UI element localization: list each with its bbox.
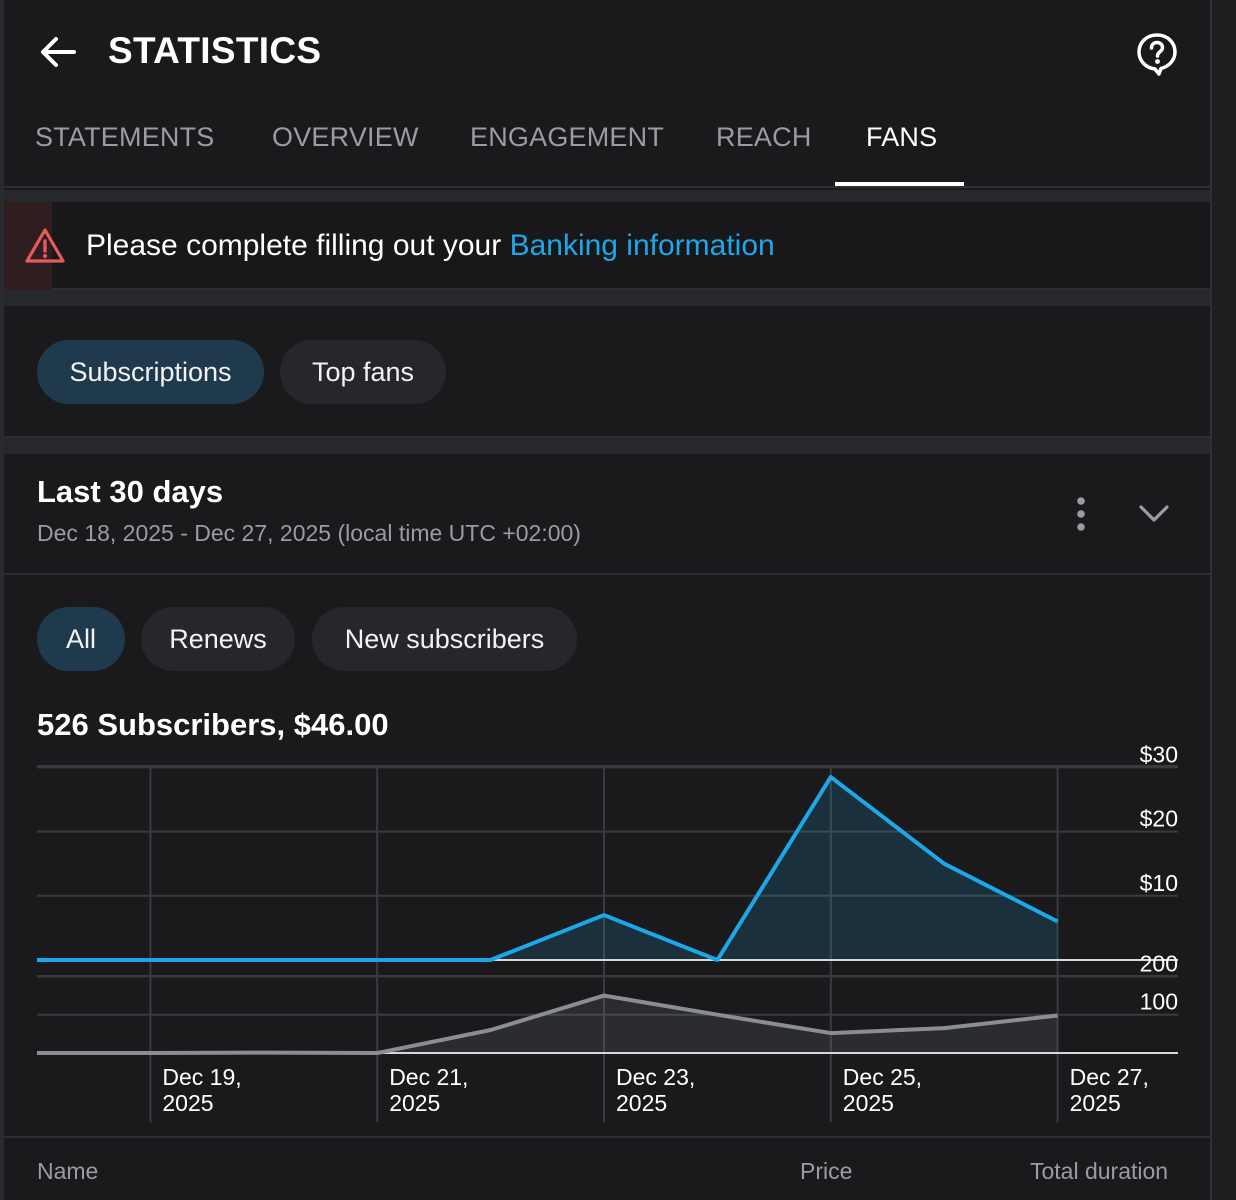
active-tab-indicator <box>835 182 964 186</box>
tab-overview[interactable]: OVERVIEW <box>272 122 419 152</box>
divider <box>4 436 1210 454</box>
y-tick-label: 200 <box>1140 950 1178 976</box>
y-tick-label: $30 <box>1140 741 1178 767</box>
column-total-duration[interactable]: Total duration <box>1030 1158 1169 1184</box>
expand-button[interactable] <box>1134 496 1174 530</box>
tab-fans[interactable]: FANS <box>866 122 938 152</box>
filter-all[interactable]: All <box>37 607 125 671</box>
help-button[interactable] <box>1132 28 1182 78</box>
x-tick-label: Dec 27, <box>1070 1064 1149 1090</box>
period-title: Last 30 days <box>37 474 224 509</box>
warning-triangle-icon <box>25 228 65 263</box>
y-tick-label: $10 <box>1140 870 1178 896</box>
x-tick-label: 2025 <box>616 1090 667 1116</box>
banner-message: Please complete filling out your Banking… <box>86 229 775 263</box>
banking-alert-banner: Please complete filling out your Banking… <box>4 202 1210 290</box>
top-fans-toggle[interactable]: Top fans <box>280 340 446 404</box>
more-options-button[interactable] <box>1066 494 1096 534</box>
chevron-down-icon <box>1139 505 1169 522</box>
x-tick-label: Dec 19, <box>162 1064 241 1090</box>
arrow-left-icon <box>41 37 76 67</box>
page-title: STATISTICS <box>108 30 322 71</box>
x-tick-label: 2025 <box>389 1090 440 1116</box>
filter-new-subscribers[interactable]: New subscribers <box>312 607 577 671</box>
side-strip <box>1212 0 1236 1200</box>
x-tick-label: Dec 21, <box>389 1064 468 1090</box>
y-tick-label: 100 <box>1140 989 1178 1015</box>
top-bar: STATISTICS <box>4 0 1210 104</box>
tab-bar: STATEMENTS OVERVIEW ENGAGEMENT REACH FAN… <box>4 104 1210 188</box>
divider <box>4 573 1210 575</box>
divider <box>4 1136 1210 1138</box>
column-price[interactable]: Price <box>800 1158 853 1184</box>
subscribers-summary: 526 Subscribers, $46.00 <box>37 707 389 742</box>
question-bubble-icon <box>1137 33 1177 76</box>
y-tick-label: $20 <box>1140 806 1178 832</box>
series-area <box>37 995 1058 1053</box>
more-vertical-icon <box>1077 497 1085 531</box>
column-name[interactable]: Name <box>37 1158 99 1184</box>
period-range: Dec 18, 2025 - Dec 27, 2025 (local time … <box>37 520 581 546</box>
series-line <box>37 775 1059 962</box>
subscriptions-toggle[interactable]: Subscriptions <box>37 340 264 404</box>
series-area <box>37 777 1058 960</box>
divider <box>4 290 1210 306</box>
x-tick-label: 2025 <box>162 1090 213 1116</box>
divider <box>4 190 1210 202</box>
tab-statements[interactable]: STATEMENTS <box>35 122 215 152</box>
x-tick-label: Dec 23, <box>616 1064 695 1090</box>
tab-reach[interactable]: REACH <box>716 122 812 152</box>
filter-renews[interactable]: Renews <box>141 607 295 671</box>
x-tick-label: Dec 25, <box>843 1064 922 1090</box>
back-button[interactable] <box>36 30 80 74</box>
banking-information-link[interactable]: Banking information <box>509 229 775 262</box>
series-line <box>37 993 1058 1055</box>
x-tick-label: 2025 <box>1070 1090 1121 1116</box>
banner-text: Please complete filling out your <box>86 229 510 262</box>
tab-engagement[interactable]: ENGAGEMENT <box>470 122 665 152</box>
x-tick-label: 2025 <box>843 1090 894 1116</box>
